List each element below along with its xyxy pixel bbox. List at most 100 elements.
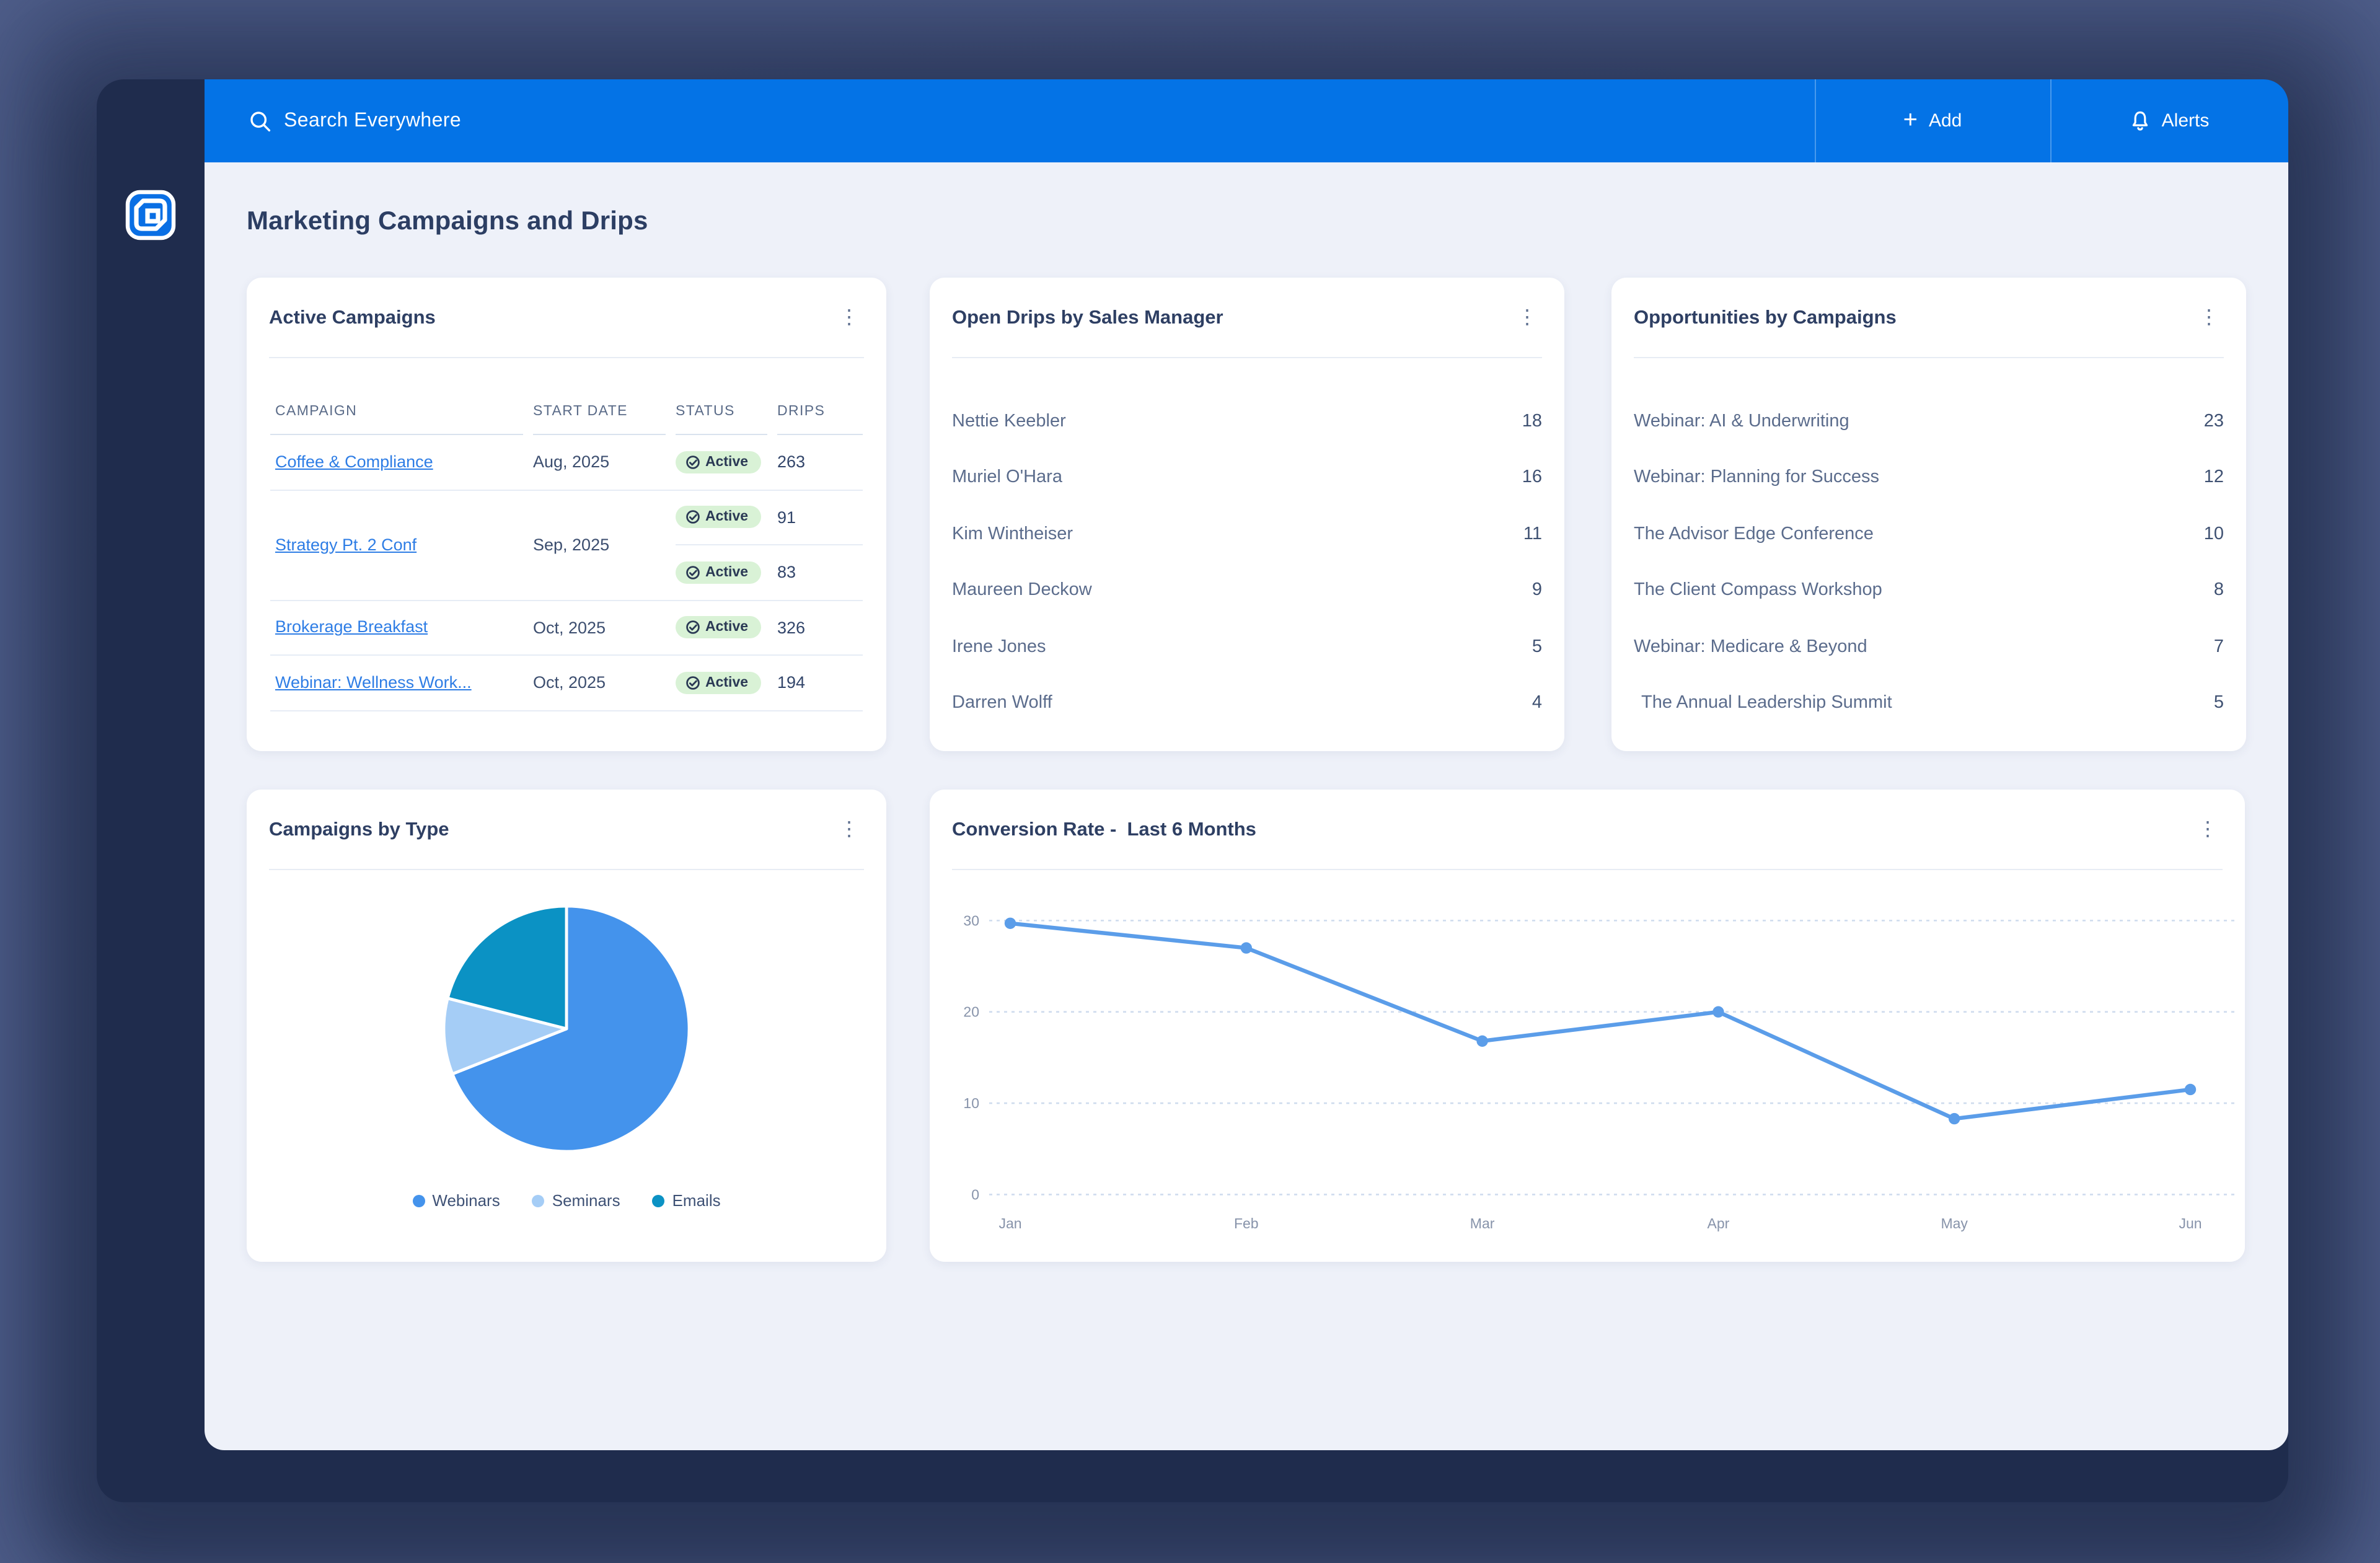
opportunity-value: 7: [2213, 636, 2224, 657]
main-content: Marketing Campaigns and Drips Active Cam…: [205, 162, 2288, 1450]
svg-text:Jun: Jun: [2179, 1215, 2202, 1231]
card-title: Opportunities by Campaigns: [1634, 307, 1897, 328]
sales-manager-row: Irene Jones 5: [952, 619, 1542, 675]
column-header-drips: DRIPS: [777, 388, 863, 435]
status-label: Active: [705, 565, 749, 580]
sales-manager-name: Muriel O'Hara: [952, 467, 1062, 488]
emails-dot-icon: [652, 1194, 665, 1207]
status-label: Active: [705, 509, 749, 525]
kebab-menu-icon[interactable]: ⋮: [2198, 819, 2218, 840]
line-chart: 0 10 20 30 Jan Feb Mar Apr May Jun: [963, 912, 2239, 1231]
svg-text:May: May: [1941, 1215, 1968, 1231]
app-logo-icon[interactable]: [125, 190, 176, 240]
drips-count: 83: [777, 563, 796, 582]
topbar-divider: [2050, 79, 2052, 162]
open-drips-list: Nettie Keebler 18 Muriel O'Hara 16 Kim Winth…: [930, 358, 1564, 731]
table-row: Coffee & Compliance Aug, 2025 Active 263: [270, 435, 863, 490]
sales-manager-value: 9: [1532, 580, 1542, 601]
alerts-button[interactable]: Alerts: [2050, 79, 2288, 162]
pie-slice-webinars: [451, 904, 691, 1153]
svg-text:10: 10: [963, 1095, 979, 1111]
campaign-link[interactable]: Webinar: Wellness Work...: [275, 672, 472, 692]
sales-manager-value: 16: [1522, 467, 1542, 488]
table-row: Webinar: Wellness Work... Oct, 2025 Active…: [270, 656, 863, 711]
topbar: Search Everywhere + Add Alerts: [205, 79, 2288, 162]
kebab-menu-icon[interactable]: ⋮: [1517, 307, 1537, 328]
svg-text:Apr: Apr: [1708, 1215, 1730, 1231]
kebab-menu-icon[interactable]: ⋮: [839, 307, 859, 328]
campaign-link[interactable]: Coffee & Compliance: [275, 452, 433, 471]
opportunity-name: Webinar: AI & Underwriting: [1634, 411, 1849, 431]
opportunity-name: The Advisor Edge Conference: [1634, 524, 1874, 544]
drips-count: 91: [777, 508, 796, 527]
data-point-mar: [1476, 1035, 1488, 1047]
card-title: Campaigns by Type: [269, 819, 449, 840]
check-circle-icon: [686, 676, 700, 690]
start-date: Aug, 2025: [533, 452, 610, 472]
column-header-campaign: CAMPAIGN: [270, 388, 523, 435]
card-title: Open Drips by Sales Manager: [952, 307, 1223, 328]
sales-manager-row: Nettie Keebler 18: [952, 393, 1542, 449]
card-title: Active Campaigns: [269, 307, 436, 328]
sales-manager-row: Muriel O'Hara 16: [952, 449, 1542, 506]
pie-chart: [436, 899, 697, 1159]
status-badge: Active: [676, 561, 761, 584]
card-conversion-rate: Conversion Rate - Last 6 Months ⋮ 0 10 20 3…: [930, 790, 2245, 1262]
status-badge: Active: [676, 506, 761, 529]
search-placeholder: Search Everywhere: [284, 110, 462, 131]
seminars-dot-icon: [532, 1194, 545, 1207]
opportunity-name: Webinar: Planning for Success: [1634, 467, 1880, 488]
opportunity-row: The Advisor Edge Conference 10: [1634, 506, 2224, 562]
svg-text:20: 20: [963, 1004, 979, 1020]
status-badge: Active: [676, 451, 761, 473]
sales-manager-name: Irene Jones: [952, 636, 1046, 657]
check-circle-icon: [686, 510, 700, 524]
card-active-campaigns: Active Campaigns ⋮ CAMPAIGN START DATE S…: [247, 278, 886, 751]
column-header-status: STATUS: [676, 388, 767, 435]
svg-text:0: 0: [971, 1186, 979, 1202]
campaign-link[interactable]: Strategy Pt. 2 Conf: [275, 535, 417, 553]
alerts-button-label: Alerts: [2161, 110, 2210, 131]
opportunities-list: Webinar: AI & Underwriting 23 Webinar: Pla…: [1611, 358, 2246, 731]
campaign-link[interactable]: Brokerage Breakfast: [275, 617, 428, 636]
svg-text:Jan: Jan: [998, 1215, 1021, 1231]
opportunity-row: Webinar: AI & Underwriting 23: [1634, 393, 2224, 449]
sales-manager-name: Maureen Deckow: [952, 580, 1092, 601]
start-date: Oct, 2025: [533, 618, 606, 637]
sales-manager-row: Maureen Deckow 9: [952, 562, 1542, 619]
kebab-menu-icon[interactable]: ⋮: [839, 819, 859, 840]
topbar-divider: [1815, 79, 1816, 162]
opportunity-value: 12: [2203, 467, 2224, 488]
kebab-menu-icon[interactable]: ⋮: [2199, 307, 2219, 328]
opportunity-row: Webinar: Planning for Success 12: [1634, 449, 2224, 506]
table-row: Strategy Pt. 2 Conf Sep, 2025 Active 91 Acti…: [270, 490, 863, 601]
check-circle-icon: [686, 620, 700, 635]
add-button-label: Add: [1928, 110, 1962, 131]
sales-manager-name: Nettie Keebler: [952, 411, 1066, 431]
data-point-may: [1949, 1112, 1960, 1125]
svg-text:30: 30: [963, 912, 979, 928]
column-header-start-date: START DATE: [533, 388, 666, 435]
sales-manager-name: Kim Wintheiser: [952, 524, 1073, 544]
pie-slice-emails: [446, 904, 568, 1031]
check-circle-icon: [686, 565, 700, 579]
plus-icon: +: [1903, 106, 1918, 133]
page-title: Marketing Campaigns and Drips: [247, 207, 648, 236]
data-point-feb: [1240, 942, 1252, 954]
opportunity-row: The Client Compass Workshop 8: [1634, 562, 2224, 619]
sales-manager-value: 5: [1532, 636, 1542, 657]
sales-manager-row: Kim Wintheiser 11: [952, 506, 1542, 562]
sales-manager-row: Darren Wolff 4: [952, 675, 1542, 731]
opportunity-value: 10: [2203, 524, 2224, 544]
legend-item-emails: Emails: [652, 1191, 721, 1210]
drips-count: 326: [777, 618, 806, 637]
check-circle-icon: [686, 455, 700, 469]
add-button[interactable]: + Add: [1815, 79, 2050, 162]
card-open-drips: Open Drips by Sales Manager ⋮ Nettie Kee…: [930, 278, 1564, 751]
opportunity-name: The Client Compass Workshop: [1634, 580, 1882, 601]
table-row: Brokerage Breakfast Oct, 2025 Active 326: [270, 601, 863, 656]
search-input[interactable]: Search Everywhere: [249, 79, 461, 162]
svg-text:Feb: Feb: [1234, 1215, 1259, 1231]
search-icon: [250, 111, 271, 131]
pie-slice-seminars: [442, 997, 568, 1076]
